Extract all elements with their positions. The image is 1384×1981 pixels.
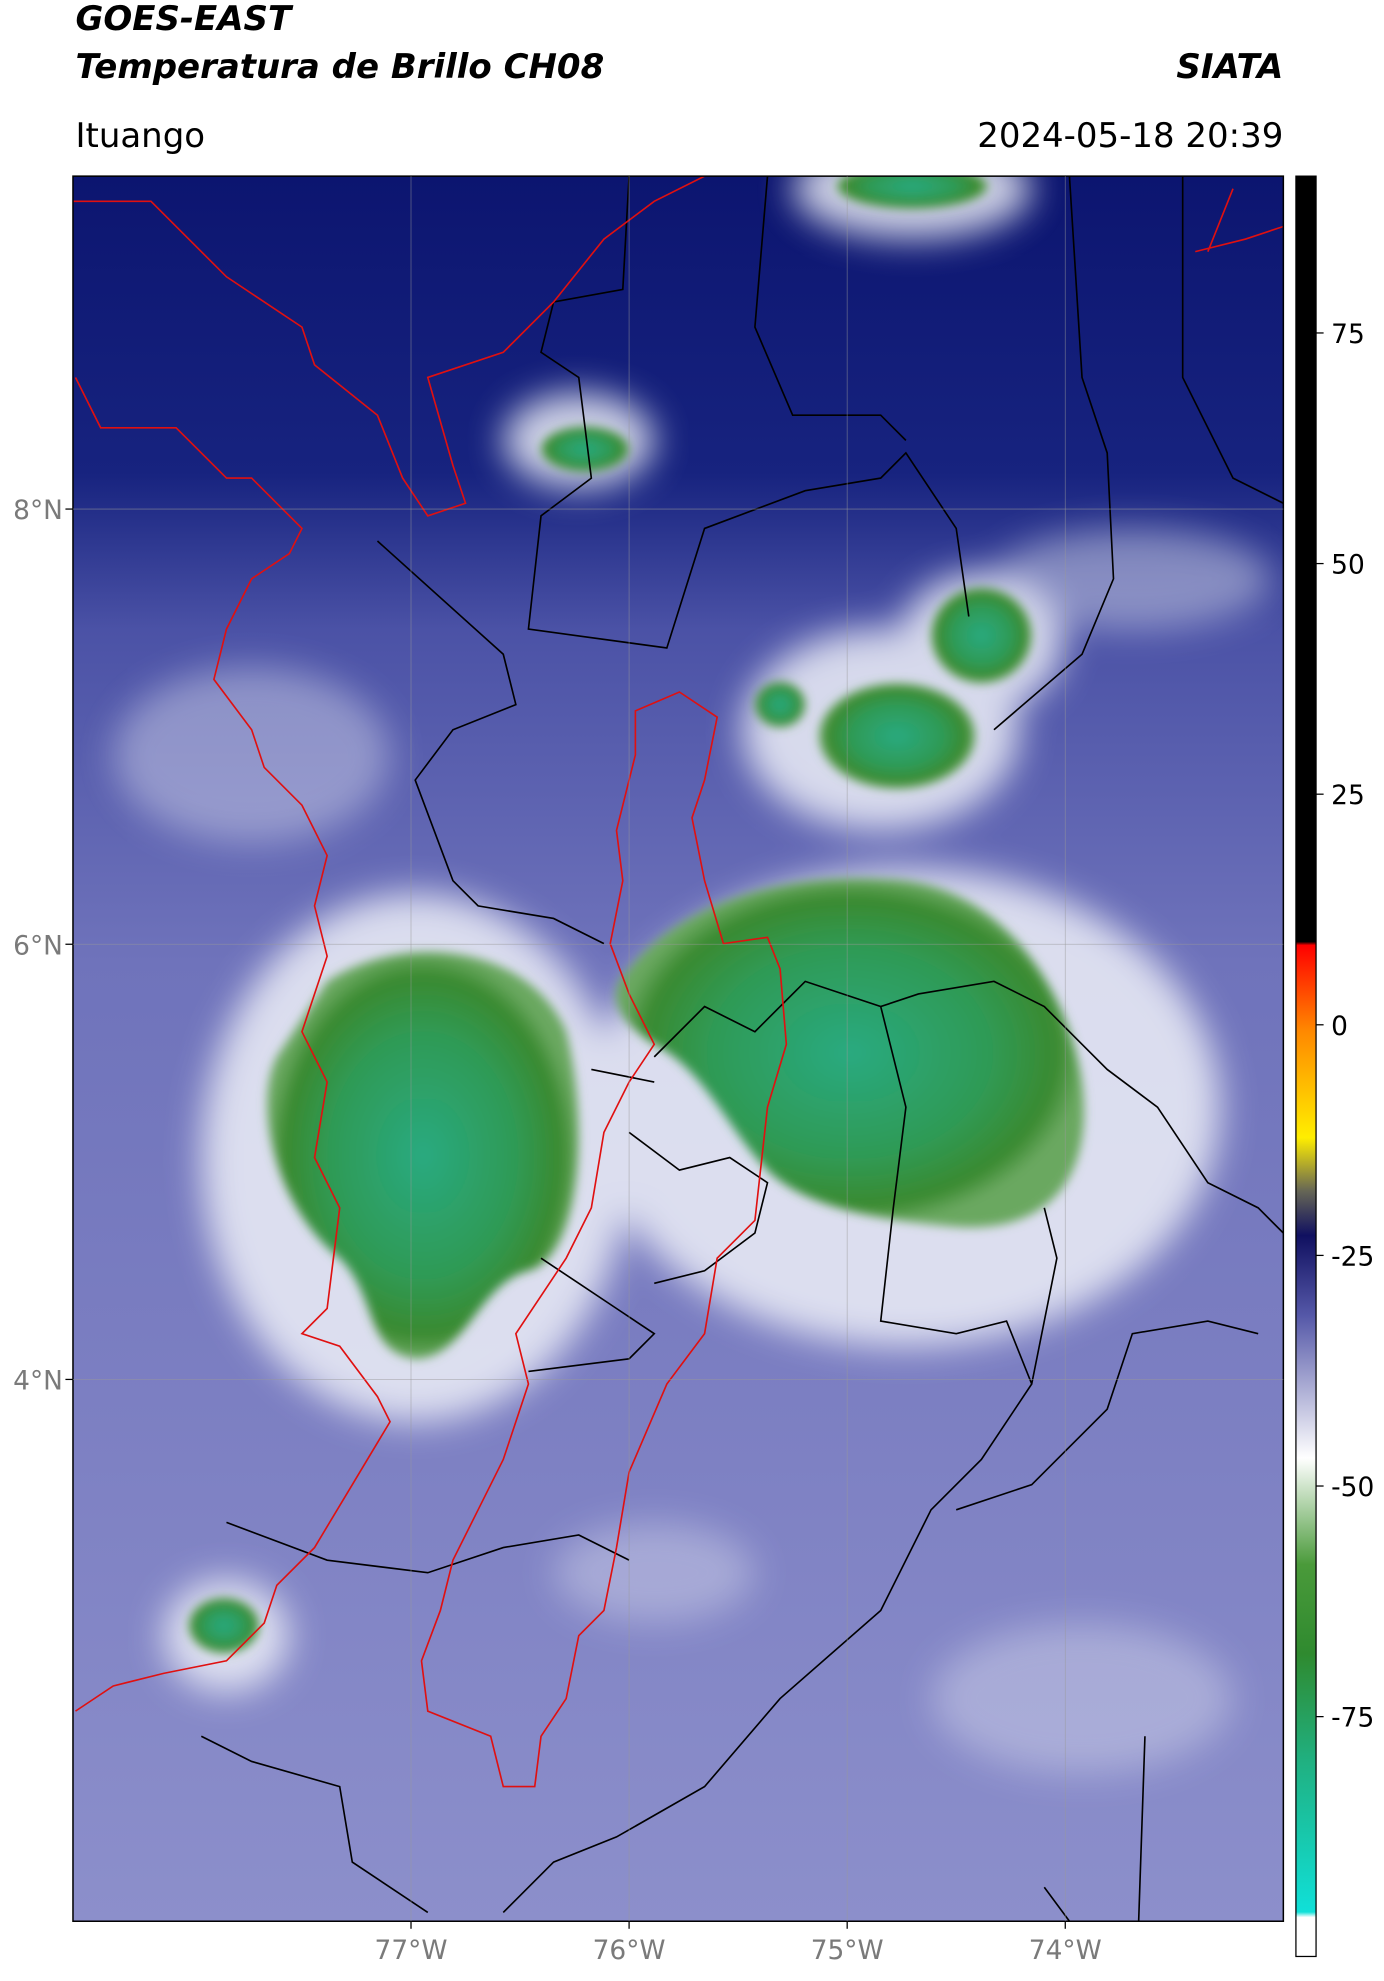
x-tick-label: 76°W: [593, 1935, 666, 1966]
x-tick-label: 77°W: [375, 1935, 448, 1966]
colorbar-tick-label: 25: [1331, 780, 1365, 811]
y-tick-label: 8°N: [13, 495, 63, 526]
map-image: [72, 176, 1284, 1922]
location: Ituango: [75, 116, 205, 156]
map-frame: [72, 175, 1285, 1922]
colorbar-tick-label: -25: [1331, 1241, 1374, 1272]
colorbar-tick-label: 0: [1331, 1011, 1348, 1042]
colorbar: [1295, 175, 1317, 1958]
boundaries: [72, 176, 1284, 1922]
title: GOES-EAST: [75, 0, 293, 39]
colorbar-tick-label: -75: [1331, 1703, 1374, 1734]
y-tick-label: 4°N: [13, 1365, 63, 1396]
colorbar-tick-label: 50: [1331, 550, 1365, 581]
datetime: 2024-05-18 20:39: [977, 116, 1283, 156]
y-tick-label: 6°N: [13, 930, 63, 961]
x-tick-label: 74°W: [1029, 1935, 1102, 1966]
x-tick-label: 75°W: [811, 1935, 884, 1966]
colorbar-tick-label: -50: [1331, 1472, 1374, 1503]
subtitle: Temperatura de Brillo CH08: [75, 47, 604, 87]
brand: SIATA: [1176, 47, 1283, 87]
colorbar-tick-label: 75: [1331, 319, 1365, 350]
